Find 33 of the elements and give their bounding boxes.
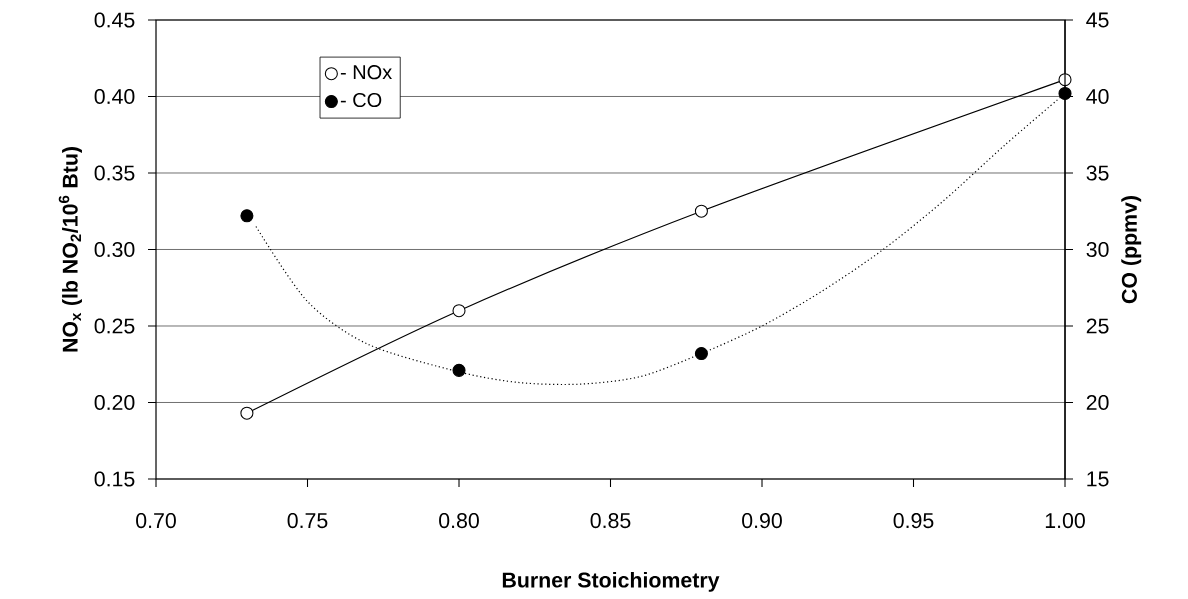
x-tick-label: 0.95 <box>893 513 934 529</box>
x-tick-label: 0.70 <box>136 513 176 529</box>
point <box>452 363 466 377</box>
legend-label: - CO <box>340 92 382 108</box>
point <box>240 406 254 420</box>
y-tick-label: 0.25 <box>94 318 135 334</box>
y-axis-title: NO$_{x}$ (lb NO$_{2}$/10$^{6}$ Btu) <box>58 147 82 352</box>
point <box>240 209 254 223</box>
y2-tick-label: 20 <box>1086 394 1109 411</box>
y2-tick-label: 15 <box>1087 471 1109 487</box>
y2-tick-label: 35 <box>1086 165 1109 181</box>
y2-tick-label: 25 <box>1086 318 1109 334</box>
y-tick-label: 0.45 <box>94 12 135 28</box>
y2-tick-label: 40 <box>1086 88 1109 105</box>
x-axis-title: Burner Stoichiometry <box>502 571 720 592</box>
point <box>694 347 708 361</box>
y2-tick-label: 45 <box>1086 12 1109 28</box>
y2-axis-title: CO (ppmv) <box>1121 196 1142 304</box>
x-tick-label: 1.00 <box>1045 513 1085 529</box>
legend-label: - NOx <box>340 65 393 80</box>
x-tick-label: 0.90 <box>742 513 782 529</box>
point <box>452 304 466 318</box>
point <box>1058 86 1072 100</box>
x-tick-label: 0.85 <box>590 513 631 529</box>
x-tick-label: 0.75 <box>287 513 328 529</box>
y-tick-label: 0.35 <box>94 165 135 181</box>
y-tick-label: 0.30 <box>94 241 135 258</box>
point <box>694 204 708 218</box>
y-tick-label: 0.40 <box>94 88 135 105</box>
y-tick-label: 0.20 <box>94 394 135 411</box>
y-tick-label: 0.15 <box>94 471 135 487</box>
y2-tick-label: 30 <box>1086 241 1109 258</box>
x-tick-label: 0.80 <box>439 513 479 529</box>
